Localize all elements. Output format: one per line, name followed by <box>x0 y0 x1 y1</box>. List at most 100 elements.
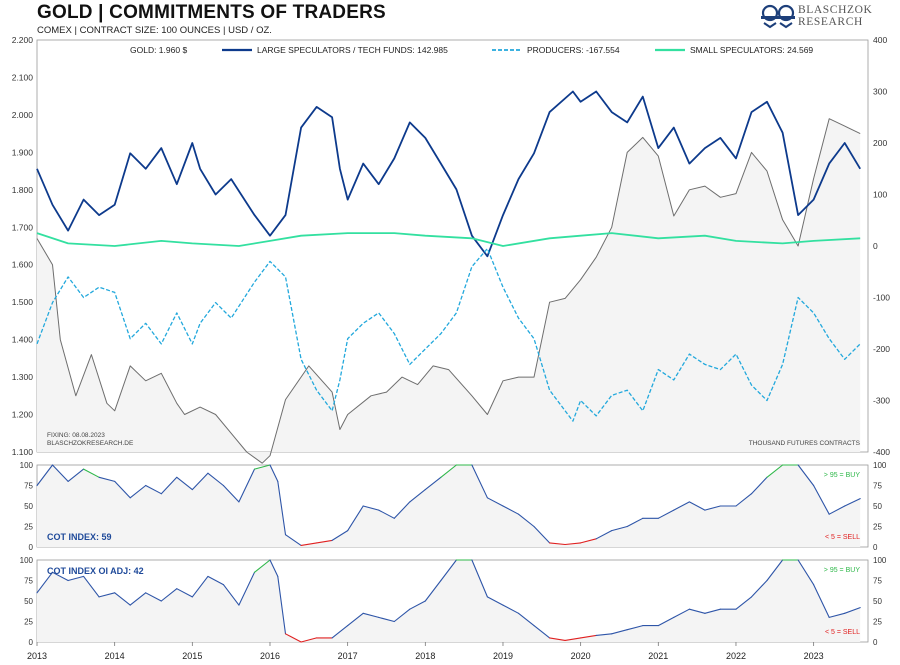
y-tick-left-label: 2.000 <box>12 110 34 120</box>
index-line-segment <box>129 592 147 606</box>
legend-label-gold: GOLD: 1.960 $ <box>130 45 187 55</box>
index-line-segment <box>549 542 566 546</box>
index-line-segment <box>160 588 178 602</box>
index-line-segment <box>797 464 815 487</box>
index-line-segment <box>564 542 582 546</box>
x-tick-label: 2013 <box>27 651 47 661</box>
index-line-segment <box>766 559 784 582</box>
y-tick-right-label: 0 <box>873 241 878 251</box>
index-line-segment <box>284 633 302 643</box>
y-tick-left-label: 1.100 <box>12 447 34 457</box>
index-y-tick-right-label: 75 <box>873 482 882 491</box>
index-line-segment <box>750 579 768 598</box>
index-line-segment <box>766 464 784 478</box>
legend-label-small-speculators: SMALL SPECULATORS: 24.569 <box>690 45 813 55</box>
index-line-segment <box>517 513 535 528</box>
index-line-segment <box>844 607 861 614</box>
y-tick-left-label: 1.900 <box>12 147 34 157</box>
series-line-gold <box>36 118 861 464</box>
y-tick-left-label: 1.800 <box>12 185 34 195</box>
index-y-tick-left-label: 100 <box>20 461 34 470</box>
y-tick-left-label: 1.300 <box>12 372 34 382</box>
x-tick-label: 2023 <box>804 651 824 661</box>
index-line-segment <box>828 612 846 618</box>
y-tick-left-label: 1.500 <box>12 297 34 307</box>
index-y-tick-right-label: 0 <box>873 543 878 552</box>
index-y-tick-left-label: 75 <box>24 577 33 586</box>
index-line-segment <box>393 501 411 519</box>
index-line-segment <box>176 476 193 491</box>
y-tick-left-label: 2.100 <box>12 72 34 82</box>
index-line-segment <box>673 501 690 511</box>
source-label: BLASCHZOKRESEARCH.DE <box>47 440 134 447</box>
index-line-segment <box>502 505 520 515</box>
index-line-segment <box>409 489 426 503</box>
index-line-segment <box>533 525 551 544</box>
index-line-segment <box>844 498 861 507</box>
index-y-tick-left-label: 25 <box>24 523 33 532</box>
sell-zone-label: < 5 = SELL <box>825 534 860 541</box>
index-line-segment <box>704 505 721 511</box>
y-tick-right-label: -100 <box>873 293 890 303</box>
page-title: GOLD | COMMITMENTS OF TRADERS <box>37 2 386 23</box>
index-line-segment <box>580 634 597 639</box>
index-line-segment <box>222 484 240 503</box>
index-line-segment <box>269 559 279 577</box>
brand-name-suffix: RESEARCH <box>798 16 863 28</box>
index-line-segment <box>222 584 240 606</box>
index-line-segment <box>191 472 209 491</box>
index-line-segment <box>580 538 597 544</box>
x-tick-label: 2014 <box>105 651 125 661</box>
index-line-segment <box>145 592 162 602</box>
index-line-segment <box>657 616 675 627</box>
y-tick-right-label: 400 <box>873 35 887 45</box>
index-line-segment <box>486 596 504 606</box>
index-line-segment <box>316 539 333 544</box>
index-line-segment <box>238 571 256 606</box>
x-tick-label: 2017 <box>338 651 358 661</box>
index-y-tick-left-label: 25 <box>24 618 33 627</box>
index-line-segment <box>813 484 830 515</box>
index-line-segment <box>626 517 644 528</box>
index-line-segment <box>626 625 644 631</box>
index-line-segment <box>114 480 131 499</box>
y-tick-left-label: 1.200 <box>12 410 34 420</box>
index-line-segment <box>191 575 209 598</box>
x-tick-label: 2015 <box>182 651 202 661</box>
index-line-segment <box>595 530 613 540</box>
index-line-segment <box>471 464 488 499</box>
x-tick-label: 2016 <box>260 651 280 661</box>
index-y-tick-left-label: 0 <box>29 543 34 552</box>
index-y-tick-right-label: 100 <box>873 556 887 565</box>
index-y-tick-right-label: 100 <box>873 461 887 470</box>
x-tick-label: 2020 <box>571 651 591 661</box>
index-line-segment <box>378 509 395 519</box>
twin-bull-bear-logo-icon <box>761 4 795 29</box>
index-line-segment <box>238 468 256 503</box>
series-line-producers <box>36 247 861 422</box>
index-line-segment <box>331 530 349 541</box>
index-line-segment <box>51 464 69 482</box>
index-line-segment <box>36 464 54 487</box>
sell-zone-label: < 5 = SELL <box>825 629 860 636</box>
index-y-tick-right-label: 25 <box>873 523 882 532</box>
index-value-label: COT INDEX: 59 <box>47 532 112 542</box>
index-line-segment <box>36 571 54 594</box>
index-y-tick-left-label: 75 <box>24 482 33 491</box>
y-tick-left-label: 1.700 <box>12 222 34 232</box>
index-line-segment <box>331 625 349 639</box>
index-line-segment <box>828 505 846 515</box>
index-line-segment <box>83 468 100 478</box>
index-line-segment <box>704 608 721 614</box>
index-line-segment <box>440 464 457 478</box>
index-line-segment <box>688 608 706 614</box>
x-tick-label: 2018 <box>415 651 435 661</box>
x-tick-label: 2021 <box>648 651 668 661</box>
index-y-tick-right-label: 0 <box>873 638 878 647</box>
index-line-segment <box>145 484 162 495</box>
index-line-segment <box>750 476 768 495</box>
index-line-segment <box>564 637 582 641</box>
y-tick-right-label: 200 <box>873 138 887 148</box>
right-axis-unit-label: THOUSAND FUTURES CONTRACTS <box>749 440 861 447</box>
legend-label-large-speculators: LARGE SPECULATORS / TECH FUNDS: 142.985 <box>257 45 448 55</box>
